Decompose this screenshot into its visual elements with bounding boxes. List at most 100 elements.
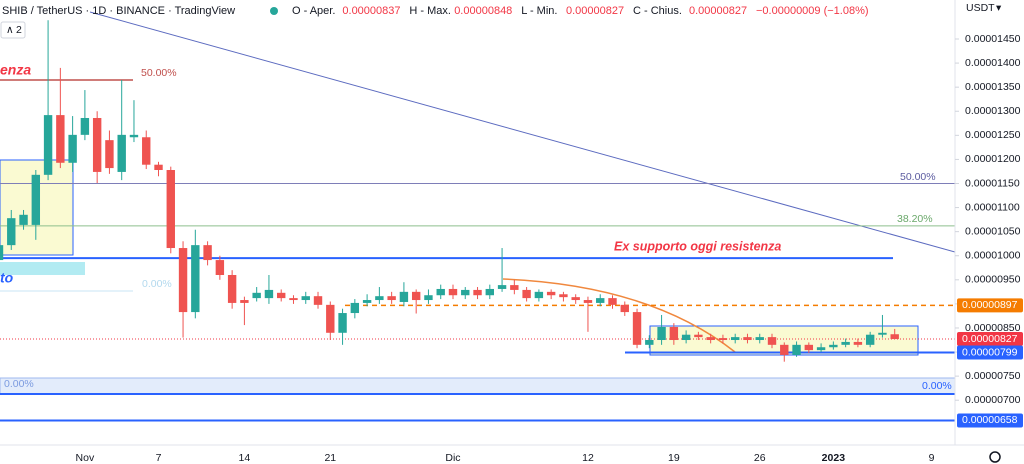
y-tick-label: 0.00001150 [965,177,1020,189]
y-tick-label: 0.00001000 [965,250,1021,262]
candle-body [154,164,163,171]
candle-body [522,289,531,299]
price-label: 0.00000897 [962,299,1018,311]
fib-label: 0.00% [4,378,34,390]
candle-body [56,115,65,163]
candle-body [92,117,102,172]
candle-body [534,291,544,299]
x-tick-label: 9 [929,452,935,464]
candle-body [596,298,605,303]
candle-body [510,285,519,290]
candle-body [890,334,899,340]
candle-body [865,334,875,345]
y-tick-label: 0.00001300 [965,105,1021,117]
arc [502,278,736,353]
ohlc-legend: O - Aper. 0.00000837 H - Max. 0.00000848 L -… [292,5,869,17]
candle-body [178,248,188,313]
annotations: Ex supporto oggi resistenza enza to 50.0… [0,62,952,392]
candle-body [829,344,838,348]
candle-body [240,300,249,303]
candle-body [718,338,728,341]
candle-body [191,245,200,313]
y-tick-label: 0.00000850 [965,322,1021,334]
y-tick-label: 0.00001050 [965,225,1021,237]
candle-body [608,298,617,305]
candle-body [19,214,28,225]
candle-body [559,294,568,298]
x-tick-label: 26 [754,452,766,464]
y-tick-label: 0.00000700 [965,394,1021,406]
header: SHIB / TetherUS · 1D · BINANCE · Trading… [0,5,869,39]
candle-body [841,341,850,345]
y-tick-label: 0.00000750 [965,370,1021,382]
toggle[interactable] [0,21,26,39]
candle-body [485,288,494,296]
plot-area [0,11,955,422]
candle-body [7,218,16,246]
legend-value: 0.00000827 [566,5,624,17]
candle-body [853,341,863,345]
candle-body [767,337,777,345]
candle-body [731,337,740,341]
candle-body [203,245,212,261]
candle-body [816,347,826,351]
candle-body [80,117,90,135]
candle-body [387,296,396,301]
candle-body [338,313,347,333]
candle-body [411,291,421,301]
y-tick-label: 0.00000950 [965,274,1021,286]
candle-body [68,134,77,163]
candle-body [166,170,175,249]
candle-body [878,332,887,335]
status-dot [270,7,278,15]
price-label: 0.00000658 [962,414,1018,426]
candle-body [264,289,274,299]
candle-body [399,291,409,302]
price-label-box [957,345,1023,360]
legend-change: −0.00000009 (−1.08%) [756,5,869,17]
currency[interactable]: USDT [966,2,995,14]
x-tick-label: 19 [668,452,680,464]
interval-count: 2 [16,24,22,36]
candle-body [129,134,139,138]
candle-body [632,312,642,345]
candle-body [142,137,151,165]
candle-body [277,292,286,299]
fib-label: 38.20% [897,213,933,225]
annotation: enza [0,62,31,78]
y-tick-label: 0.00001200 [965,153,1021,165]
toggle-icon: ∧ [6,24,14,36]
annotation: Ex supporto oggi resistenza [614,239,781,253]
candle-body [252,292,261,299]
y-tick-label: 0.00001400 [965,57,1021,69]
candle-body [645,340,654,345]
y-tick-label: 0.00001450 [965,33,1021,45]
candle-body [448,288,458,296]
candle-body [620,304,629,313]
x-tick-label: 14 [239,452,251,464]
candle-body [571,297,580,301]
candle-body [313,296,323,305]
candle-body [497,285,507,289]
candle-body [694,334,703,338]
candle-body [669,327,679,341]
cyan-band [0,262,85,275]
annotation: to [0,270,14,286]
y-tick-label: 0.00001250 [965,129,1021,141]
candle-body [350,302,360,314]
legend-value: 0.00000848 [454,5,512,17]
x-tick-label: Dic [445,452,460,464]
x-tick-label: 7 [156,452,162,464]
price-label-box [957,298,1023,313]
price-label: 0.00000827 [962,333,1018,345]
price-label: 0.00000799 [962,346,1018,358]
candle-body [362,300,372,303]
blue-zone [0,377,955,395]
candle-body [105,140,114,169]
candle-body [780,344,789,355]
price-label-box [957,332,1023,347]
candle-body [583,300,593,303]
candle-body [755,337,764,341]
settings[interactable] [989,451,1001,463]
